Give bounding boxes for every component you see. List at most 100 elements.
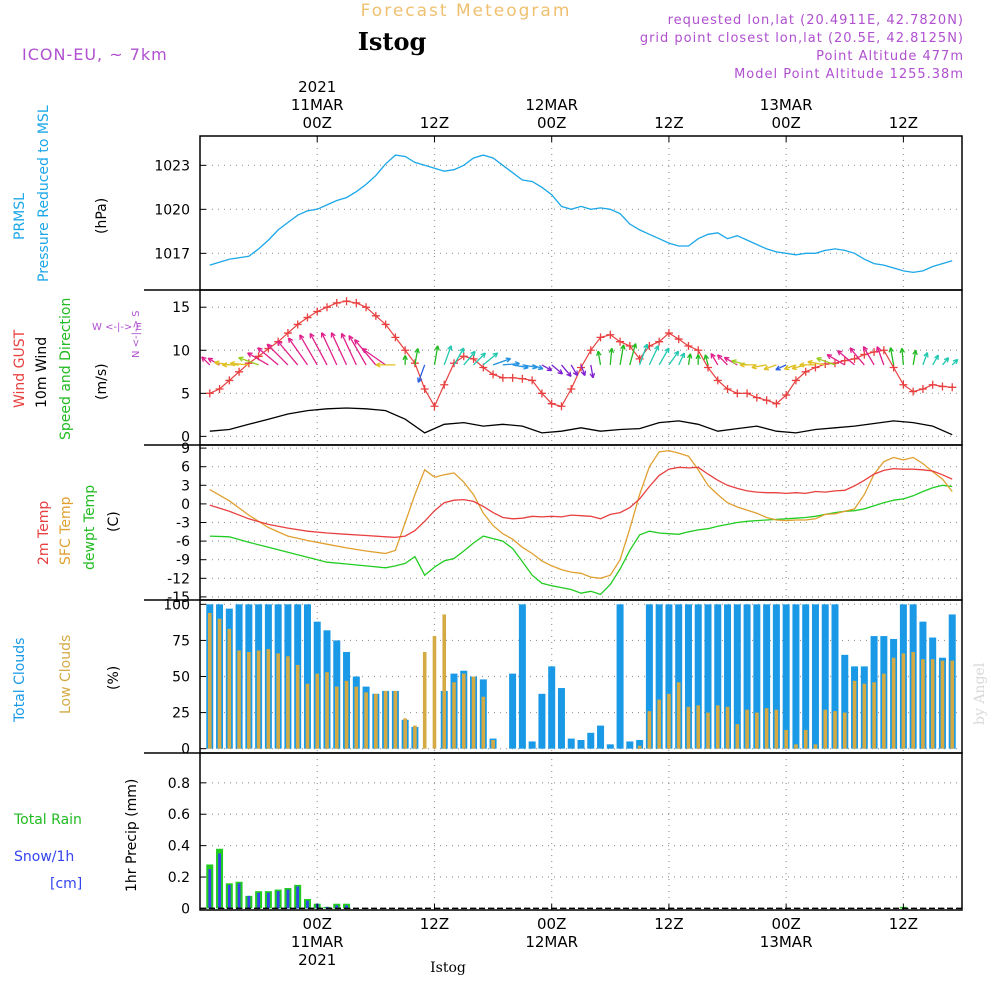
ytick-label: 1020 bbox=[154, 202, 190, 218]
cloud-unit: (%) bbox=[106, 666, 122, 690]
low-cloud-bar bbox=[276, 653, 280, 749]
snow-bar bbox=[325, 906, 329, 909]
gust-marker bbox=[655, 337, 664, 346]
wind-arrow bbox=[361, 347, 386, 366]
low-cloud-bar bbox=[667, 693, 671, 749]
low-cloud-bar bbox=[403, 718, 407, 749]
gust-marker bbox=[303, 313, 312, 322]
low-cloud-bar bbox=[364, 692, 368, 749]
wind-arrow bbox=[899, 347, 906, 365]
low-cloud-bar bbox=[227, 628, 232, 749]
wind-arrow bbox=[561, 364, 572, 377]
total-cloud-bar bbox=[733, 604, 741, 749]
gust-marker bbox=[674, 335, 683, 344]
wind-arrow bbox=[849, 347, 865, 366]
wind-arrow bbox=[492, 357, 512, 366]
snow-label: Snow/1h bbox=[14, 849, 74, 865]
total-cloud-bar bbox=[597, 725, 605, 749]
ytick-label: 3 bbox=[181, 478, 190, 494]
total-cloud-bar bbox=[567, 738, 575, 749]
gust-marker bbox=[684, 341, 693, 350]
wind-arrow bbox=[402, 355, 408, 365]
wind-arrow bbox=[942, 357, 950, 366]
ytick-label: 0 bbox=[181, 901, 190, 917]
wind-arrow bbox=[353, 339, 377, 366]
grid-layer bbox=[200, 136, 962, 910]
gust-label: Wind GUST bbox=[12, 329, 28, 408]
total-cloud-bar bbox=[675, 604, 683, 749]
low-cloud-label: Low Clouds bbox=[58, 635, 74, 714]
gust-marker bbox=[381, 320, 390, 329]
low-cloud-bar bbox=[383, 690, 388, 749]
snow-bar bbox=[227, 884, 231, 909]
gust-marker bbox=[606, 330, 615, 339]
total-cloud-bar bbox=[626, 741, 634, 749]
wind-arrow bbox=[414, 348, 420, 366]
low-cloud-bar bbox=[413, 725, 417, 749]
pressure-line bbox=[209, 154, 953, 274]
ytick-label: -3 bbox=[176, 516, 190, 532]
total-cloud-label: Total Clouds bbox=[12, 638, 28, 723]
gust-marker bbox=[401, 346, 410, 355]
pressure-label-2: Pressure Reduced to MSL bbox=[36, 105, 52, 282]
wind-arrow bbox=[876, 346, 885, 366]
time-label-top: 12Z bbox=[654, 114, 683, 132]
time-label-top: 00Z bbox=[771, 114, 800, 132]
low-cloud-bar bbox=[247, 651, 251, 749]
gust-marker bbox=[352, 298, 361, 307]
wind-arrow bbox=[433, 345, 440, 366]
ytick-label: 0.2 bbox=[168, 870, 190, 886]
gust-marker bbox=[244, 359, 253, 368]
wind-arrow bbox=[619, 344, 626, 366]
label-layer: 101710201023051015-15-12-9-6-30369025507… bbox=[154, 78, 918, 969]
ytick-label: -15 bbox=[167, 590, 190, 606]
ytick-label: 9 bbox=[181, 441, 190, 457]
wind-speed-label: Speed and Direction bbox=[58, 298, 74, 440]
wind-arrow bbox=[807, 359, 826, 366]
requested-coords: requested lon,lat (20.4911E, 42.7820N) bbox=[668, 13, 964, 28]
rain-label: Total Rain bbox=[13, 812, 82, 828]
watermark: by Angel bbox=[972, 662, 988, 725]
low-cloud-bar bbox=[891, 657, 896, 749]
low-cloud-bar bbox=[764, 708, 769, 749]
low-cloud-bar bbox=[334, 686, 339, 749]
wind-arrow bbox=[731, 359, 748, 366]
wind-arrow bbox=[589, 364, 596, 379]
wind-arrow bbox=[932, 354, 940, 366]
low-cloud-bar bbox=[813, 744, 818, 749]
wind-arrow bbox=[320, 332, 338, 366]
wind-arrow bbox=[596, 350, 602, 366]
wind-arrow bbox=[716, 354, 728, 366]
gust-marker bbox=[909, 387, 918, 396]
wind-arrow bbox=[276, 340, 299, 366]
time-label-bottom: 12Z bbox=[420, 915, 449, 933]
total-cloud-bar bbox=[636, 740, 644, 749]
gust-marker bbox=[782, 391, 791, 400]
time-label-top: 12Z bbox=[420, 114, 449, 132]
gust-marker bbox=[625, 341, 634, 350]
gust-marker bbox=[762, 396, 771, 405]
wind-arrow bbox=[922, 352, 929, 366]
low-cloud-bar bbox=[676, 682, 681, 749]
gust-marker bbox=[489, 370, 498, 379]
gridpoint-coords: grid point closest lon,lat (20.5E, 42.81… bbox=[640, 31, 964, 46]
time-label-bottom: 2021 bbox=[298, 951, 336, 969]
gust-marker bbox=[879, 346, 888, 355]
wind-unit: (m/s) bbox=[94, 363, 110, 400]
gust-marker bbox=[508, 373, 517, 382]
low-cloud-bar bbox=[647, 711, 652, 749]
gust-marker bbox=[743, 389, 752, 398]
total-cloud-bar bbox=[704, 604, 712, 749]
sfc-temp-line bbox=[209, 449, 953, 579]
wind-arrow bbox=[951, 358, 959, 366]
total-cloud-bar bbox=[782, 604, 790, 749]
low-cloud-bar bbox=[374, 693, 378, 749]
ytick-label: 0.6 bbox=[168, 807, 190, 823]
gust-marker bbox=[840, 356, 849, 365]
frame-layer bbox=[144, 135, 963, 911]
total-cloud-bar bbox=[821, 604, 829, 749]
gust-marker bbox=[283, 329, 292, 338]
gust-marker bbox=[313, 307, 322, 316]
total-cloud-bar bbox=[557, 688, 565, 749]
low-cloud-bar bbox=[657, 699, 661, 749]
